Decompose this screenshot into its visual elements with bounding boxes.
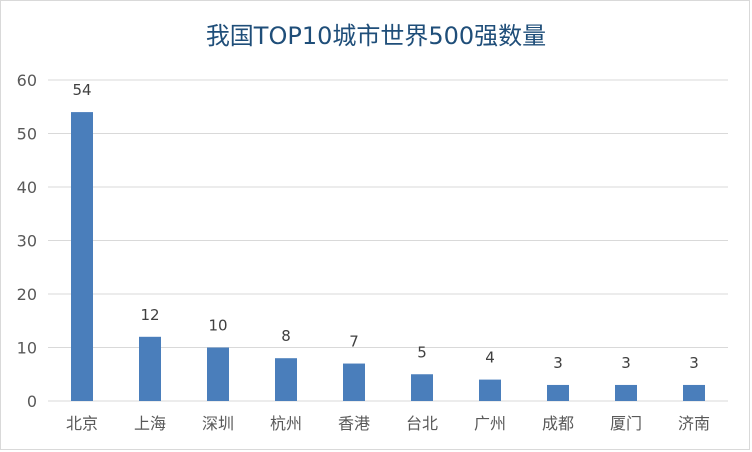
bar xyxy=(71,112,93,401)
y-tick-label: 60 xyxy=(17,71,37,90)
data-label: 7 xyxy=(349,333,359,351)
data-label: 10 xyxy=(208,317,227,335)
x-tick-label: 广州 xyxy=(474,414,506,433)
x-tick-label: 厦门 xyxy=(610,414,642,433)
bar xyxy=(479,379,501,401)
x-tick-label: 台北 xyxy=(406,414,438,433)
data-label: 8 xyxy=(281,327,291,345)
chart-title: 我国TOP10城市世界500强数量 xyxy=(206,22,546,50)
bar xyxy=(547,384,569,401)
data-label: 5 xyxy=(417,343,427,361)
y-tick-label: 20 xyxy=(17,285,37,304)
bar xyxy=(139,336,161,401)
x-tick-label: 北京 xyxy=(66,414,98,433)
x-axis: 北京 上海 深圳 杭州 香港 台北 广州 成都 厦门 济南 xyxy=(66,414,710,433)
y-tick-label: 0 xyxy=(27,392,37,411)
data-label: 3 xyxy=(689,354,699,372)
y-tick-label: 50 xyxy=(17,125,37,144)
x-tick-label: 香港 xyxy=(338,414,370,433)
data-label: 4 xyxy=(485,349,495,367)
x-tick-label: 成都 xyxy=(542,414,574,433)
bar xyxy=(275,358,297,401)
x-tick-label: 深圳 xyxy=(202,414,234,433)
bar xyxy=(411,374,433,401)
bar xyxy=(683,384,705,401)
data-label: 12 xyxy=(140,306,159,324)
bars xyxy=(71,112,705,401)
bar xyxy=(207,347,229,401)
y-tick-label: 10 xyxy=(17,339,37,358)
data-label: 3 xyxy=(553,354,563,372)
bar xyxy=(343,363,365,401)
data-label: 54 xyxy=(72,81,91,99)
data-label: 3 xyxy=(621,354,631,372)
x-tick-label: 上海 xyxy=(134,414,166,433)
x-tick-label: 济南 xyxy=(678,414,710,433)
gridlines xyxy=(48,79,728,402)
bar xyxy=(615,384,637,401)
y-axis: 0 10 20 30 40 50 60 xyxy=(17,71,37,411)
x-tick-label: 杭州 xyxy=(270,414,302,433)
y-tick-label: 30 xyxy=(17,232,37,251)
y-tick-label: 40 xyxy=(17,178,37,197)
